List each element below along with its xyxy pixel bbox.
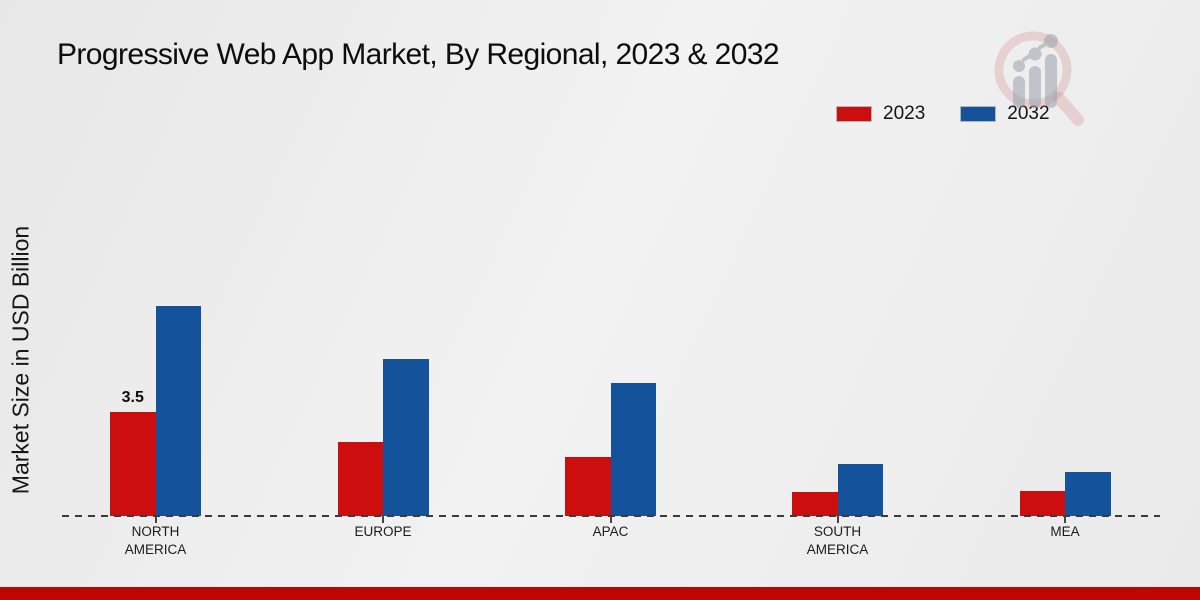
bar-2023-south-america (792, 492, 838, 516)
legend-label-2032: 2032 (1007, 103, 1050, 124)
market-research-logo-watermark (994, 31, 1084, 126)
legend-item-2032: 2032 (960, 103, 1050, 125)
bar-2032-north-america (155, 305, 201, 516)
x-axis-tick (836, 516, 839, 523)
category-label-south-america: SOUTH AMERICA (806, 524, 869, 558)
bar-2023-apac (565, 456, 611, 516)
data-label-2023-north-america: 3.5 (121, 389, 144, 407)
chart-title: Progressive Web App Market, By Regional,… (57, 38, 780, 71)
bar-2032-apac (610, 382, 656, 516)
category-label-north-america: NORTH AMERICA (124, 524, 187, 558)
bar-2023-mea (1019, 490, 1065, 516)
x-axis-tick (154, 516, 157, 523)
bar-2023-north-america (110, 412, 156, 516)
legend: 2023 2032 (836, 103, 1050, 125)
bar-2023-europe (337, 442, 383, 516)
legend-item-2023: 2023 (836, 103, 926, 125)
legend-label-2023: 2023 (883, 103, 926, 124)
footer-accent-bar (0, 587, 1200, 600)
x-axis-tick (609, 516, 612, 523)
category-label-mea: MEA (1050, 524, 1080, 539)
legend-swatch-2023 (836, 106, 872, 122)
x-axis-tick (1064, 516, 1066, 523)
legend-swatch-2032 (960, 106, 997, 122)
category-label-europe: EUROPE (354, 524, 412, 539)
category-label-apac: APAC (592, 524, 629, 539)
x-axis-baseline (62, 515, 1160, 517)
bar-2032-south-america (837, 464, 883, 516)
x-axis-tick (382, 516, 384, 523)
bar-2032-europe (383, 359, 429, 516)
bar-2032-mea (1065, 471, 1111, 516)
